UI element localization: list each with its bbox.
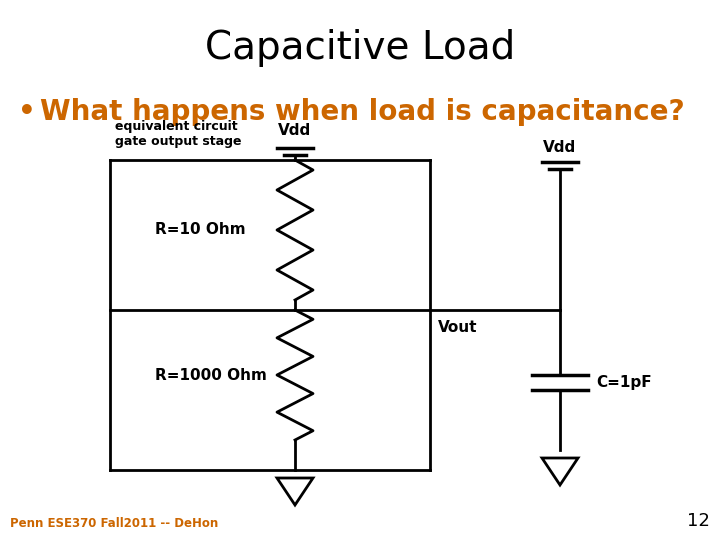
Text: R=10 Ohm: R=10 Ohm <box>155 222 246 238</box>
Polygon shape <box>277 478 313 505</box>
Text: Vout: Vout <box>438 320 477 335</box>
Text: What happens when load is capacitance?: What happens when load is capacitance? <box>40 98 685 126</box>
Text: •: • <box>18 98 36 126</box>
Text: equivalent circuit
gate output stage: equivalent circuit gate output stage <box>115 120 241 148</box>
Text: Vdd: Vdd <box>279 123 312 138</box>
Text: Vdd: Vdd <box>544 140 577 155</box>
Text: 12: 12 <box>687 512 710 530</box>
Text: C=1pF: C=1pF <box>596 375 652 390</box>
Polygon shape <box>542 458 578 485</box>
Text: R=1000 Ohm: R=1000 Ohm <box>155 368 267 382</box>
Text: Capacitive Load: Capacitive Load <box>205 29 515 67</box>
Text: Penn ESE370 Fall2011 -- DeHon: Penn ESE370 Fall2011 -- DeHon <box>10 517 218 530</box>
